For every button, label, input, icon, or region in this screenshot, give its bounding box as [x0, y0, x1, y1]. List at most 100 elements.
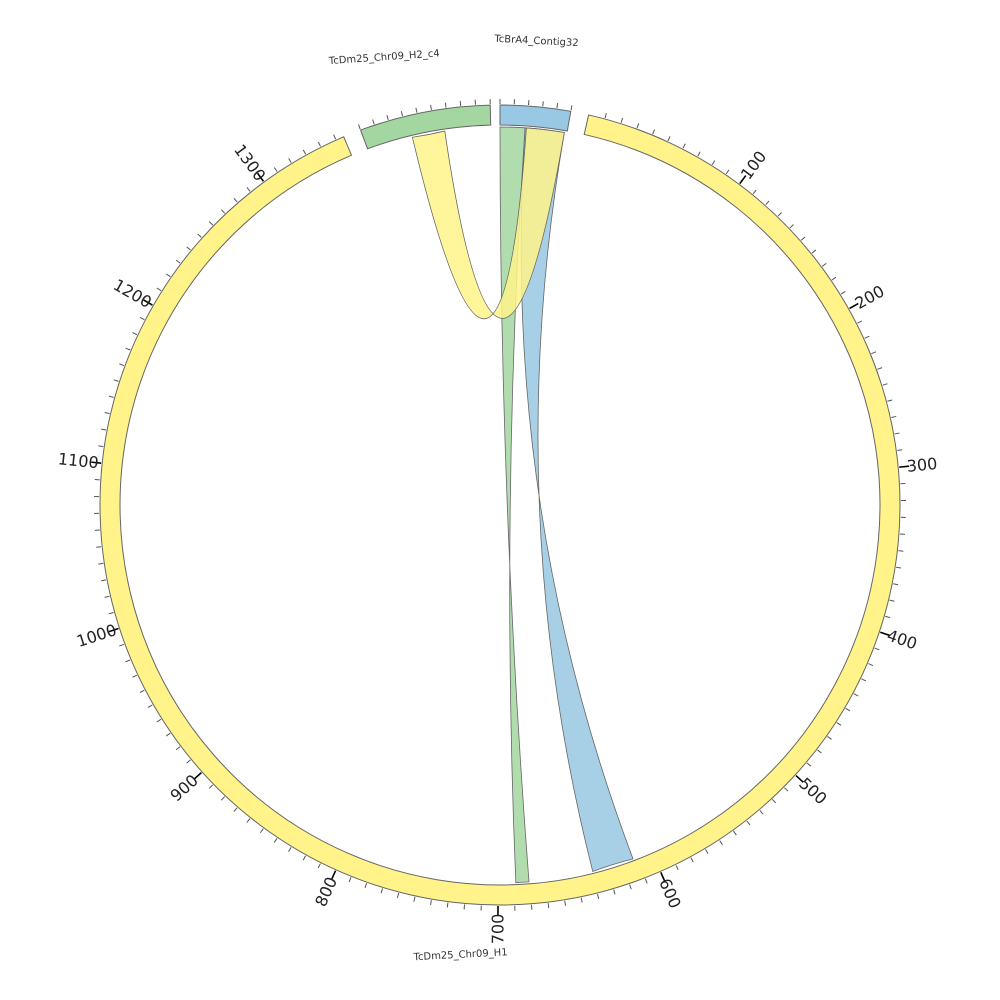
minor-tick [273, 838, 278, 843]
minor-tick [836, 722, 842, 726]
sequence-label: TcDm25_Chr09_H2_c4 [328, 48, 440, 67]
major-tick [330, 870, 337, 881]
minor-tick [570, 105, 573, 111]
minor-tick [197, 233, 202, 238]
minor-tick [821, 262, 827, 267]
major-tick [739, 175, 747, 185]
major-tick [849, 302, 859, 310]
minor-tick [690, 857, 694, 863]
minor-tick [882, 383, 888, 386]
minor-tick [620, 117, 624, 123]
minor-tick [221, 209, 226, 214]
minor-tick [800, 236, 806, 241]
minor-tick [446, 902, 449, 908]
minor-tick [156, 718, 162, 723]
segment-tcdm25-chr09-h2-c4[interactable] [359, 104, 492, 150]
minor-tick [132, 674, 138, 678]
tick-label-100: 100 [737, 147, 770, 183]
tick-label-200: 200 [852, 281, 888, 313]
minor-tick [711, 160, 716, 165]
minor-tick [108, 611, 114, 615]
minor-tick [380, 888, 384, 894]
minor-tick [817, 749, 822, 754]
minor-tick [733, 830, 737, 836]
major-tick [880, 631, 891, 637]
minor-tick [233, 198, 238, 203]
minor-tick [139, 689, 145, 693]
minor-tick [556, 103, 559, 109]
minor-tick [246, 818, 251, 823]
major-tick [91, 461, 102, 464]
minor-tick [317, 141, 321, 147]
minor-tick [372, 119, 375, 125]
tick-label-300: 300 [906, 454, 938, 476]
minor-tick [165, 273, 171, 278]
minor-tick [156, 287, 162, 292]
link-ribbon-yellow[interactable] [411, 127, 565, 320]
minor-tick [629, 884, 632, 890]
minor-tick [893, 583, 899, 586]
minor-tick [777, 212, 782, 217]
minor-tick [891, 415, 897, 419]
minor-tick [288, 158, 292, 163]
tick-label-1200: 1200 [110, 275, 155, 312]
ticks-layer [91, 99, 910, 916]
minor-tick [98, 445, 104, 448]
minor-tick [752, 189, 757, 195]
minor-tick [864, 335, 870, 339]
segment-tcbra4-contig32[interactable] [499, 104, 572, 132]
minor-tick [682, 143, 686, 149]
minor-tick [104, 412, 110, 415]
minor-tick [580, 897, 583, 903]
minor-tick [246, 187, 251, 192]
minor-tick [542, 101, 544, 107]
minor-tick [765, 200, 770, 206]
minor-tick [302, 855, 307, 861]
minor-tick [317, 863, 321, 869]
minor-tick [853, 693, 859, 697]
tick-label-1300: 1300 [230, 141, 269, 185]
minor-tick [101, 579, 107, 582]
minor-tick [396, 892, 400, 898]
minor-tick [386, 114, 389, 121]
minor-tick [597, 893, 600, 899]
minor-tick [759, 810, 764, 815]
sequence-label: TcBrA4_Contig32 [493, 34, 579, 49]
minor-tick [547, 903, 550, 909]
labels-layer: 1002003004005006007008009001000110012001… [57, 34, 938, 964]
minor-tick [119, 363, 125, 367]
minor-tick [896, 566, 902, 569]
minor-tick [784, 787, 789, 792]
minor-tick [175, 259, 181, 264]
minor-tick [898, 550, 904, 552]
minor-tick [725, 169, 730, 175]
tick-label-600: 600 [655, 876, 685, 912]
minor-tick [604, 113, 607, 119]
minor-tick [675, 865, 679, 871]
minor-tick [444, 102, 447, 108]
tick-label-800: 800 [311, 874, 341, 910]
minor-tick [772, 798, 777, 804]
tick-label-400: 400 [885, 626, 920, 654]
minor-tick [186, 246, 191, 251]
minor-tick [861, 678, 867, 682]
minor-tick [894, 432, 900, 435]
segment-tcdm25-chr09-h1[interactable] [99, 114, 901, 906]
minor-tick [259, 828, 264, 834]
minor-tick [101, 428, 107, 431]
minor-tick [348, 877, 352, 883]
minor-tick [288, 847, 292, 852]
minor-tick [186, 759, 191, 764]
minor-tick [789, 224, 794, 229]
minor-tick [652, 129, 655, 135]
minor-tick [719, 840, 723, 845]
minor-tick [273, 167, 278, 172]
minor-tick [857, 320, 863, 324]
minor-tick [208, 784, 214, 789]
tick-label-1100: 1100 [57, 449, 99, 472]
minor-tick [108, 395, 114, 398]
minor-tick [871, 351, 877, 355]
major-tick [193, 772, 202, 780]
minor-tick [667, 136, 671, 142]
